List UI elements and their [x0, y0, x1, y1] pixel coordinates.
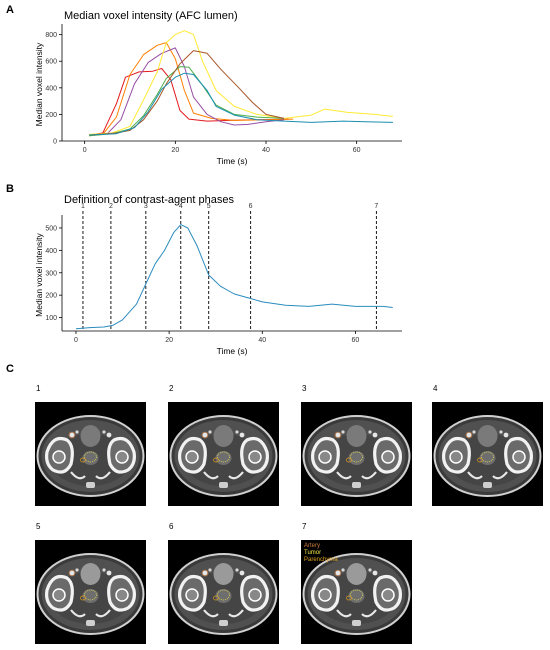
- chartb-x-tick-label: 60: [352, 337, 360, 344]
- roi-legend-tumor: Tumor: [304, 550, 322, 556]
- charta-title: Median voxel intensity (AFC lumen): [64, 10, 238, 22]
- chartb-phase-label: 3: [144, 203, 148, 210]
- charta-y-tick-label: 200: [45, 112, 57, 119]
- ct-panel-label: 2: [169, 384, 174, 393]
- chartb-y-tick-label: 400: [45, 248, 57, 255]
- chartb-y-tick-label: 200: [45, 293, 57, 300]
- chartb-phase-label: 6: [249, 203, 253, 210]
- chartb-series-line-1: [75, 224, 393, 330]
- charta-x-label: Time (s): [217, 156, 248, 166]
- chartb-phase-label: 2: [109, 203, 113, 210]
- roi-legend-parenchyma: Parenchyma: [304, 557, 338, 563]
- charta-x-tick-label: 40: [262, 147, 270, 154]
- chartb-x-label: Time (s): [217, 346, 248, 356]
- ct-scan-graphic: [302, 553, 411, 635]
- charta-series-line-1: [89, 68, 289, 136]
- charta-y-tick-label: 0: [53, 139, 57, 146]
- ct-scan-image: Artery Tumor Parenchyma: [301, 540, 412, 644]
- ct-scan-image: [168, 402, 279, 506]
- ct-scan-image: [432, 402, 543, 506]
- charta-x-tick-label: 0: [83, 147, 87, 154]
- charta-series-line-7: [89, 72, 393, 136]
- ct-scan-graphic: [36, 415, 145, 497]
- chartb-phase-label: 5: [207, 203, 211, 210]
- charta-y-tick-label: 800: [45, 32, 57, 39]
- charta-y-tick-label: 600: [45, 59, 57, 66]
- ct-scan-image: [35, 540, 146, 644]
- ct-scan-graphic: [169, 415, 278, 497]
- charta-y-label: Median voxel intensity: [34, 42, 44, 126]
- chartb-phase-label: 4: [179, 203, 183, 210]
- ct-scan-graphic: [433, 415, 542, 497]
- ct-panel-label: 1: [36, 384, 41, 393]
- panel-letter-b: B: [6, 183, 14, 195]
- chartb-y-tick-label: 500: [45, 225, 57, 232]
- ct-scan-graphic: [36, 553, 145, 635]
- ct-scan-image: [301, 402, 412, 506]
- chartb-phase-label: 7: [374, 203, 378, 210]
- panel-letter-a: A: [6, 4, 14, 16]
- ct-panel-label: 3: [302, 384, 307, 393]
- chart-b: Definition of contrast-agent phases10020…: [34, 194, 402, 356]
- ct-panel-label: 6: [169, 522, 174, 531]
- charta-x-tick-label: 20: [171, 147, 179, 154]
- ct-panel-label: 7: [302, 522, 307, 531]
- charta-x-tick-label: 60: [353, 147, 361, 154]
- panel-letter-c: C: [6, 363, 14, 375]
- charta-series-line-2: [89, 42, 294, 137]
- chartb-x-tick-label: 20: [165, 337, 173, 344]
- chartb-y-tick-label: 300: [45, 270, 57, 277]
- chartb-phase-label: 1: [81, 203, 85, 210]
- chartb-y-tick-label: 100: [45, 315, 57, 322]
- charta-series-line-3: [89, 47, 285, 136]
- ct-panel-label: 5: [36, 522, 41, 531]
- roi-legend-artery: Artery: [304, 543, 321, 549]
- ct-scan-image: [168, 540, 279, 644]
- ct-scan-graphic: [169, 553, 278, 635]
- charta-y-tick-label: 400: [45, 85, 57, 92]
- chartb-title: Definition of contrast-agent phases: [64, 194, 234, 206]
- chartb-x-tick-label: 40: [258, 337, 266, 344]
- charta-series-line-4: [89, 30, 393, 135]
- chart-a: Median voxel intensity (AFC lumen)020040…: [34, 10, 402, 166]
- charta-series-line-5: [89, 66, 285, 137]
- ct-scan-graphic: [302, 415, 411, 497]
- ct-panel-label: 4: [433, 384, 438, 393]
- chartb-y-label: Median voxel intensity: [34, 232, 44, 316]
- ct-scan-image: [35, 402, 146, 506]
- chartb-x-tick-label: 0: [74, 337, 78, 344]
